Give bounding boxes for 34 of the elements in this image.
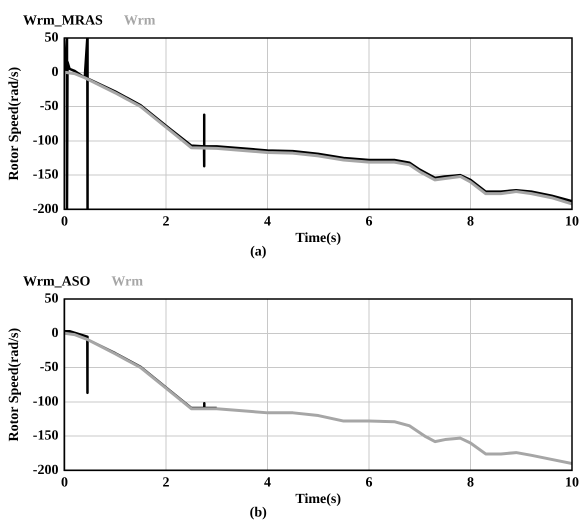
x-tick-label: 4 xyxy=(264,214,271,230)
text: Wrm xyxy=(111,274,144,290)
x-tick-label: 0 xyxy=(60,475,68,490)
text: (b) xyxy=(250,506,268,521)
y-tick-label: -50 xyxy=(40,99,58,114)
x-tick-label: 4 xyxy=(264,475,271,490)
text: (a) xyxy=(250,244,267,260)
x-tick-label: 2 xyxy=(162,214,170,230)
y-tick-label: 50 xyxy=(44,30,58,46)
y-tick-label: 50 xyxy=(44,292,58,307)
x-axis-title: Time(s) xyxy=(295,231,342,246)
text: Wrm xyxy=(124,14,156,29)
x-axis-title: Time(s) xyxy=(295,492,342,508)
x-tick-label: 8 xyxy=(466,214,474,230)
x-tick-label: 2 xyxy=(162,475,170,490)
series-label: Wrm_MRAS xyxy=(23,14,104,29)
y-tick-label: 0 xyxy=(51,326,58,341)
x-tick-label: 8 xyxy=(466,475,474,490)
y-tick-label: -150 xyxy=(32,428,58,444)
y-tick-label: -200 xyxy=(32,202,58,218)
x-tick-label: 6 xyxy=(365,214,372,230)
y-tick-label: -50 xyxy=(40,360,58,376)
y-tick-label: 0 xyxy=(51,64,58,80)
x-tick-label: 6 xyxy=(365,475,372,490)
x-tick-label: 10 xyxy=(565,214,579,230)
y-axis-title: Rotor Speed(rad/s) xyxy=(7,328,22,442)
y-tick-label: -100 xyxy=(32,133,58,148)
y-tick-label: -150 xyxy=(32,168,58,183)
y-axis-title: Rotor Speed(rad/s) xyxy=(7,66,22,181)
y-tick-label: -200 xyxy=(32,463,58,478)
y-tick-label: -100 xyxy=(32,394,58,410)
x-tick-label: 0 xyxy=(60,214,68,230)
text: Wrm_ASO xyxy=(23,274,91,290)
x-tick-label: 10 xyxy=(565,475,579,490)
